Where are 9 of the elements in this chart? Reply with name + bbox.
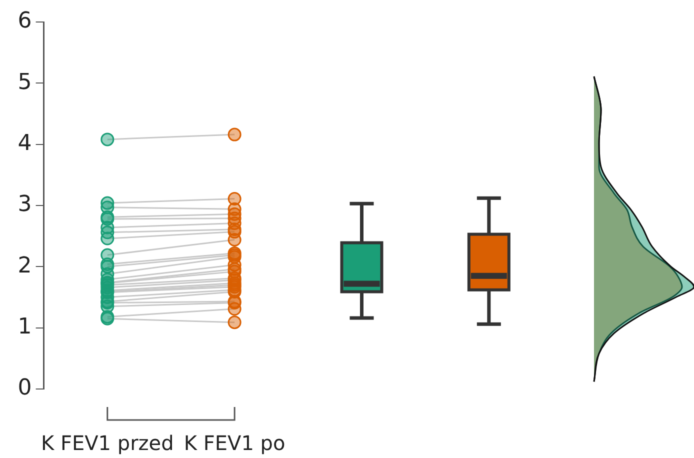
y-tick-label: 5	[18, 70, 32, 95]
x-tick-label: K FEV1 przed	[41, 431, 174, 456]
y-tick-label: 4	[18, 131, 32, 156]
x-tick-label: K FEV1 po	[184, 431, 286, 456]
y-tick-label: 1	[18, 314, 32, 340]
y-tick-label: 3	[18, 192, 32, 218]
y-tick-label: 6	[18, 8, 32, 34]
y-tick-label: 2	[18, 253, 32, 278]
y-tick-label: 0	[18, 376, 32, 401]
